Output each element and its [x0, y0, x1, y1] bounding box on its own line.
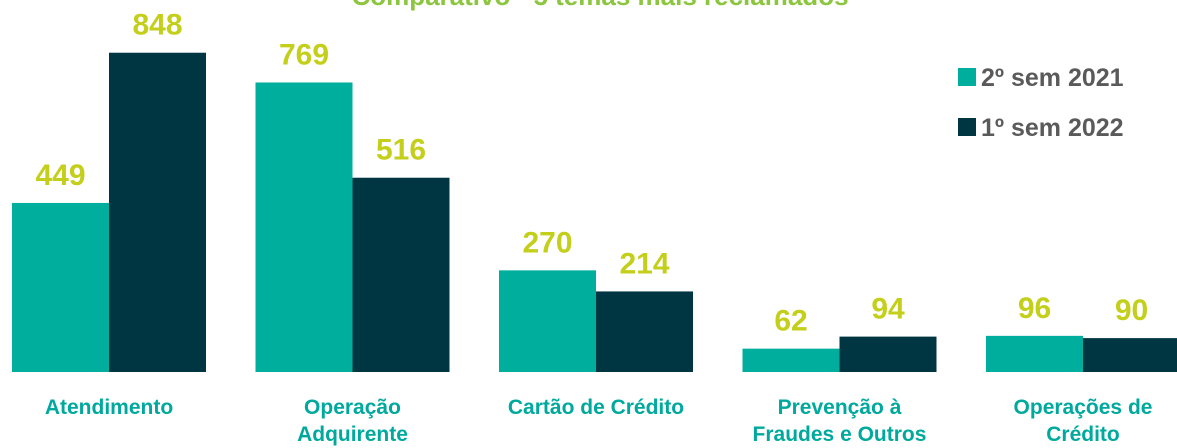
value-label: 62 [774, 305, 807, 338]
value-label: 516 [376, 134, 426, 167]
x-tick-label: Atendimento [44, 396, 174, 419]
legend-swatch [958, 118, 976, 136]
x-tick-label: Cartão de Crédito [507, 396, 685, 419]
bar [839, 336, 937, 372]
bar [1083, 338, 1177, 372]
legend-label: 2º sem 2021 [981, 64, 1124, 92]
x-tick-label: Operação Adquirente [297, 396, 408, 446]
bar [986, 335, 1083, 372]
legend-label: 1º sem 2022 [981, 114, 1124, 142]
bar [255, 82, 353, 372]
value-label: 90 [1115, 294, 1148, 327]
value-label: 769 [279, 38, 329, 71]
bar [109, 52, 206, 373]
value-label: 94 [871, 293, 905, 326]
value-label: 270 [522, 226, 572, 259]
bar [742, 348, 840, 372]
bar [596, 291, 693, 372]
chart-title: Comparativo - 5 temas mais reclamados [351, 0, 848, 11]
bar [499, 270, 596, 372]
value-label: 214 [619, 247, 669, 280]
value-label: 848 [132, 9, 182, 42]
legend-swatch [958, 68, 976, 86]
x-tick-label: Operações de Crédito [1013, 396, 1153, 446]
x-tick-label: Prevenção à Fraudes e Outros [752, 396, 927, 446]
bar [352, 177, 450, 372]
value-label: 96 [1018, 292, 1051, 325]
value-label: 449 [35, 159, 85, 192]
bar [12, 202, 109, 372]
